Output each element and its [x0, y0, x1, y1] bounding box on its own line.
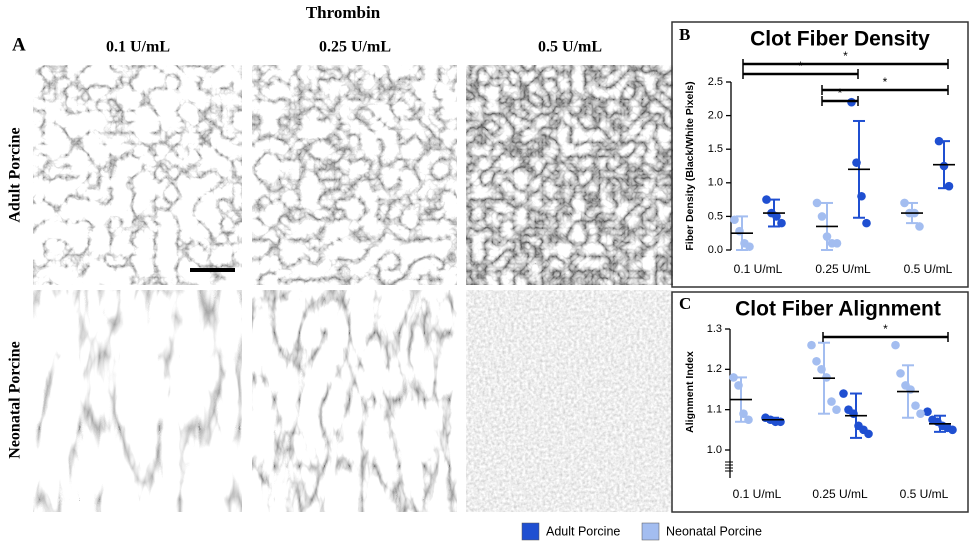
y-tick-label: 2.0 — [708, 110, 723, 122]
y-tick-label: 1.1 — [707, 404, 722, 416]
data-point — [739, 409, 748, 419]
y-tick-label: 1.0 — [707, 444, 722, 456]
data-point — [900, 198, 909, 208]
micrograph — [466, 65, 673, 285]
data-point — [822, 232, 832, 241]
data-point — [745, 242, 754, 251]
data-point — [817, 365, 826, 374]
legend-label: Adult Porcine — [546, 524, 620, 538]
column-header: 0.5 U/mL — [538, 39, 602, 56]
y-axis-label: Alignment Index — [684, 351, 696, 433]
legend-swatch — [641, 522, 660, 541]
data-point — [729, 373, 738, 382]
x-tick-label: 0.1 U/mL — [734, 262, 783, 276]
data-point — [939, 161, 949, 171]
significance-label: * — [798, 59, 803, 73]
panel-frame — [671, 21, 969, 288]
y-tick-label: 1.5 — [708, 143, 723, 155]
significance-label: * — [883, 322, 888, 336]
data-point — [944, 181, 954, 191]
x-tick-label: 0.1 U/mL — [733, 487, 782, 501]
x-tick-label: 0.25 U/mL — [815, 262, 871, 276]
data-point — [832, 405, 841, 414]
data-point — [807, 340, 816, 350]
panel-frame — [671, 291, 969, 513]
data-point — [777, 218, 786, 228]
micrograph — [33, 65, 242, 285]
data-point — [812, 198, 822, 208]
panel-label: A — [12, 34, 26, 55]
y-axis-label: Fiber Density (Black/White Pixels) — [684, 81, 696, 250]
data-point — [864, 429, 873, 439]
y-tick-label: 1.3 — [707, 323, 722, 335]
data-point — [822, 373, 831, 382]
significance-label: * — [838, 86, 843, 100]
chart-title: Clot Fiber Density — [750, 28, 930, 51]
data-point — [906, 385, 915, 394]
y-tick-label: 1.0 — [708, 177, 723, 189]
row-header: Neonatal Porcine — [7, 341, 24, 458]
legend-label: Neonatal Porcine — [666, 524, 762, 538]
y-tick-label: 0.0 — [708, 244, 723, 256]
column-header: 0.1 U/mL — [106, 39, 170, 56]
legend: Adult Porcine Neonatal Porcine — [521, 522, 762, 541]
data-point — [839, 389, 848, 398]
micrograph — [466, 290, 673, 512]
micrograph — [252, 65, 457, 285]
data-point — [762, 195, 771, 204]
data-point — [857, 191, 866, 201]
data-point — [934, 136, 944, 146]
significance-label: * — [883, 75, 888, 89]
data-point — [849, 409, 858, 419]
y-tick-label: 2.5 — [708, 76, 723, 88]
data-point — [817, 212, 827, 221]
data-point — [744, 415, 753, 425]
significance-label: * — [843, 49, 848, 63]
y-tick-label: 0.5 — [708, 210, 723, 222]
y-tick-label: 1.2 — [707, 363, 722, 375]
data-point — [916, 409, 925, 419]
x-tick-label: 0.25 U/mL — [812, 487, 868, 501]
micrograph — [252, 290, 457, 512]
data-point — [735, 226, 744, 236]
data-point — [734, 381, 743, 390]
data-point — [852, 158, 861, 167]
data-point — [772, 212, 781, 221]
data-point — [891, 340, 900, 350]
data-point — [896, 369, 905, 378]
data-point — [730, 215, 739, 225]
data-point — [812, 356, 821, 366]
row-header: Adult Porcine — [7, 127, 24, 222]
legend-swatch — [521, 522, 540, 541]
panel-label: B — [679, 25, 690, 44]
panel-label: C — [679, 294, 691, 313]
column-header: 0.25 U/mL — [319, 39, 391, 56]
data-point — [776, 417, 785, 427]
data-point — [827, 397, 836, 406]
data-point — [923, 407, 932, 416]
data-point — [911, 401, 920, 410]
figure-title: Thrombin — [306, 3, 381, 22]
data-point — [832, 238, 842, 248]
data-point — [862, 218, 871, 228]
data-point — [915, 222, 924, 231]
x-tick-label: 0.5 U/mL — [900, 487, 949, 501]
x-tick-label: 0.5 U/mL — [904, 262, 953, 276]
micrograph — [33, 290, 242, 512]
chart-title: Clot Fiber Alignment — [735, 298, 941, 321]
data-point — [948, 425, 957, 435]
